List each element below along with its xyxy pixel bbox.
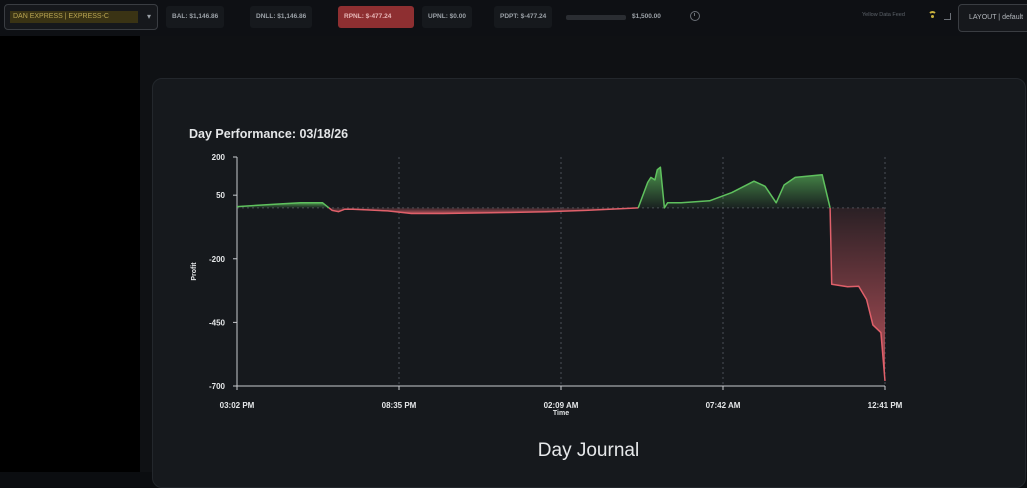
y-tick-label: -700 <box>209 382 226 391</box>
y-tick-label: 50 <box>216 191 225 200</box>
data-feed-label: Yellow Data Feed <box>862 12 905 18</box>
performance-chart: 200 50 -200 -450 -700 03:02 PM 08:35 PM 02:09 A… <box>191 153 903 417</box>
profit-area <box>638 167 831 208</box>
profit-line <box>236 202 330 209</box>
profit-area <box>237 202 329 208</box>
pdpt-target: $1,500.00 <box>632 13 661 20</box>
chart-title: Day Performance: 03/18/26 <box>189 127 349 141</box>
sidebar <box>0 36 140 472</box>
loss-line <box>829 207 886 381</box>
day-journal-title: Day Journal <box>537 440 640 461</box>
x-tick-label: 07:42 AM <box>706 401 741 410</box>
top-toolbar: DAN EXPRESS | EXPRESS-C ▾ BAL: $1,146.86… <box>0 0 1027 37</box>
y-tick-label: -450 <box>209 318 226 327</box>
account-select-label: DAN EXPRESS | EXPRESS-C <box>10 11 138 23</box>
dnll-stat: DNLL: $1,146.86 <box>250 6 313 28</box>
loss-area <box>830 207 885 381</box>
y-tick-label: 200 <box>212 153 226 162</box>
balance-stat: BAL: $1,146.86 <box>166 6 225 28</box>
upnl-stat: UPNL: $0.00 <box>422 6 472 28</box>
y-tick-label: -200 <box>209 255 226 264</box>
x-tick-label: 12:41 PM <box>868 401 903 410</box>
y-axis-label: Profit <box>191 262 198 281</box>
clock-icon[interactable] <box>690 11 700 21</box>
x-axis-label: Time <box>553 410 569 417</box>
expand-icon[interactable] <box>944 13 951 20</box>
x-tick-label: 08:35 PM <box>382 401 417 410</box>
rpnl-stat: RPNL: $-477.24 <box>338 6 414 28</box>
x-tick-label: 03:02 PM <box>220 401 255 410</box>
loss-line <box>328 207 639 215</box>
x-tick-label: 02:09 AM <box>544 401 579 410</box>
layout-button[interactable]: LAYOUT | default <box>958 4 1027 32</box>
loss-area <box>329 207 639 214</box>
chevron-down-icon: ▾ <box>146 12 151 21</box>
profit-line <box>637 166 831 209</box>
pdpt-progress-bar <box>566 15 626 20</box>
pdpt-stat: PDPT: $-477.24 <box>494 6 553 28</box>
account-select[interactable]: DAN EXPRESS | EXPRESS-C ▾ <box>4 4 158 30</box>
wifi-icon <box>928 11 937 18</box>
